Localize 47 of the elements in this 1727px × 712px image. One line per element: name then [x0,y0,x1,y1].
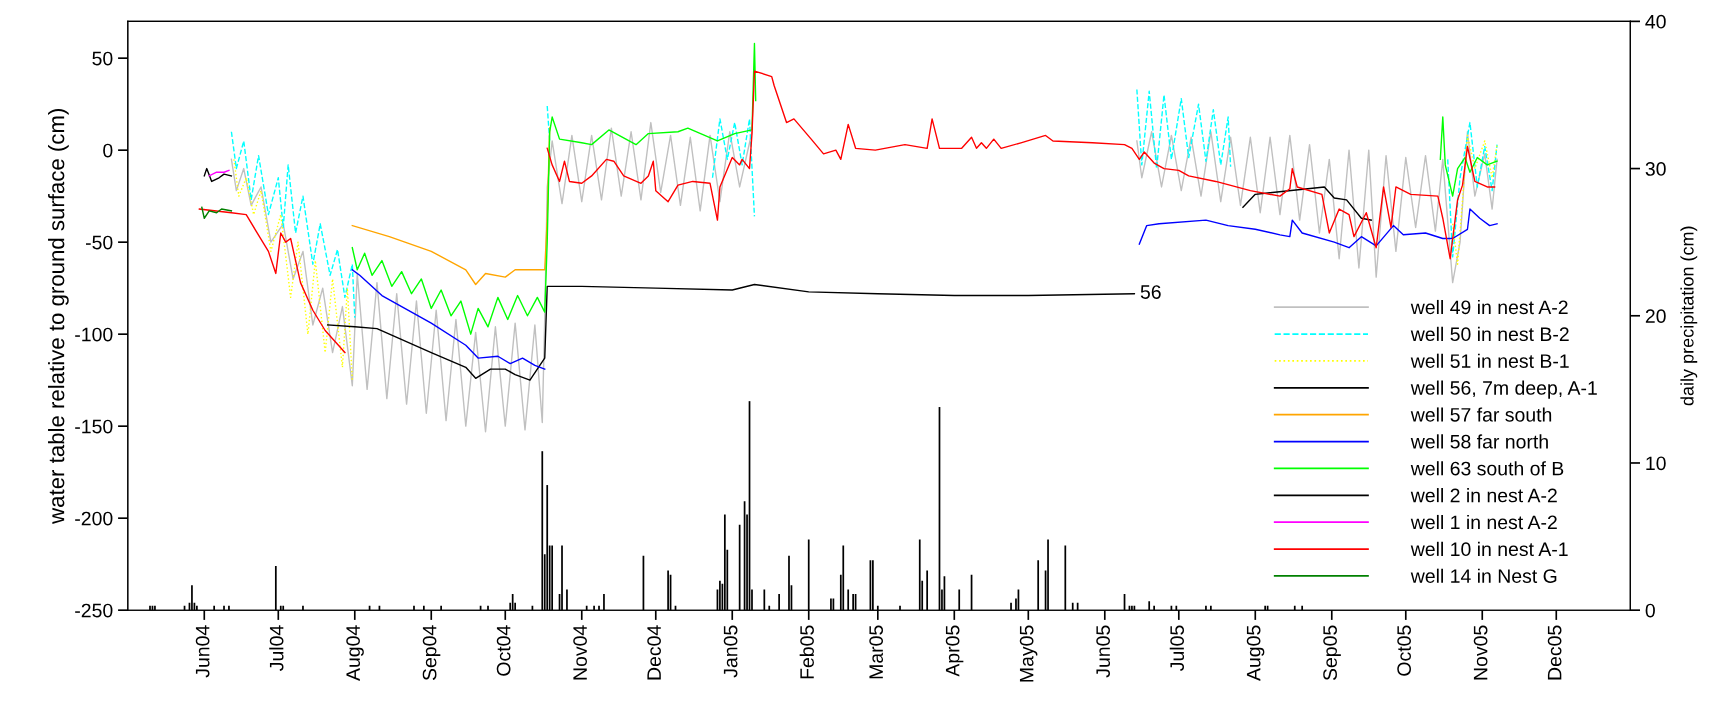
x-tick-label: Jun04 [195,625,210,678]
y2-tick-label: 10 [1646,456,1666,471]
y2-axis-title: daily precipitation (cm) [1680,226,1698,406]
legend-label: well 10 in nest A-1 [1410,541,1568,557]
y2-tick-label: 30 [1645,162,1666,176]
legend-label: well 56, 7m deep, A-1 [1410,380,1597,399]
y-tick-label: -100 [75,327,113,342]
legend-label: well 14 in Nest G [1410,568,1557,583]
x-tick-label: Feb05 [799,625,814,679]
legend-label: well 63 south of B [1410,461,1564,476]
x-tick-label: Oct05 [1397,625,1411,676]
legend-label: well 58 far north [1410,434,1548,449]
legend-label: well 50 in nest B-2 [1410,326,1569,342]
legend-label: well 1 in nest A-2 [1410,514,1557,530]
x-tick-label: Aug04 [346,625,364,681]
legend-label: well 2 in nest A-2 [1410,488,1557,503]
x-tick-label: Sep05 [1323,625,1341,681]
x-tick-label: Jun05 [1096,625,1111,678]
x-tick-label: Mar05 [869,625,884,679]
x-tick-label: Apr05 [945,625,964,677]
annotation: 56 [1140,285,1161,299]
line-series [201,206,233,219]
y-axis-title: water table relative to ground surface (cm) [48,109,69,524]
x-tick-label: Aug05 [1246,625,1265,681]
x-tick-label: Nov05 [1473,625,1488,680]
legend-label: well 49 in nest A-2 [1410,299,1568,315]
y-tick-label: 50 [92,51,113,66]
y2-tick-label: 0 [1645,603,1655,618]
x-tick-label: Nov04 [573,625,587,680]
x-tick-label: Dec04 [647,625,661,680]
x-tick-label: Oct04 [496,625,511,676]
x-tick-label: Jan05 [723,625,738,678]
x-tick-label: May05 [1019,625,1038,682]
x-tick-label: Sep04 [422,625,441,681]
x-tick-label: Dec05 [1547,625,1562,680]
y-tick-label: -150 [75,419,113,434]
legend-label: well 57 far south [1410,407,1552,422]
y-tick-label: 0 [103,143,113,158]
y2-tick-label: 40 [1645,14,1666,29]
y-tick-label: -200 [75,511,113,526]
x-tick-label: Jul05 [1169,625,1185,671]
y-tick-label: -250 [75,603,113,618]
y2-tick-label: 20 [1645,309,1666,324]
x-tick-label: Jul04 [269,625,284,671]
legend-label: well 51 in nest B-1 [1410,353,1569,368]
y-tick-label: -50 [85,235,113,250]
line-series [203,167,233,183]
